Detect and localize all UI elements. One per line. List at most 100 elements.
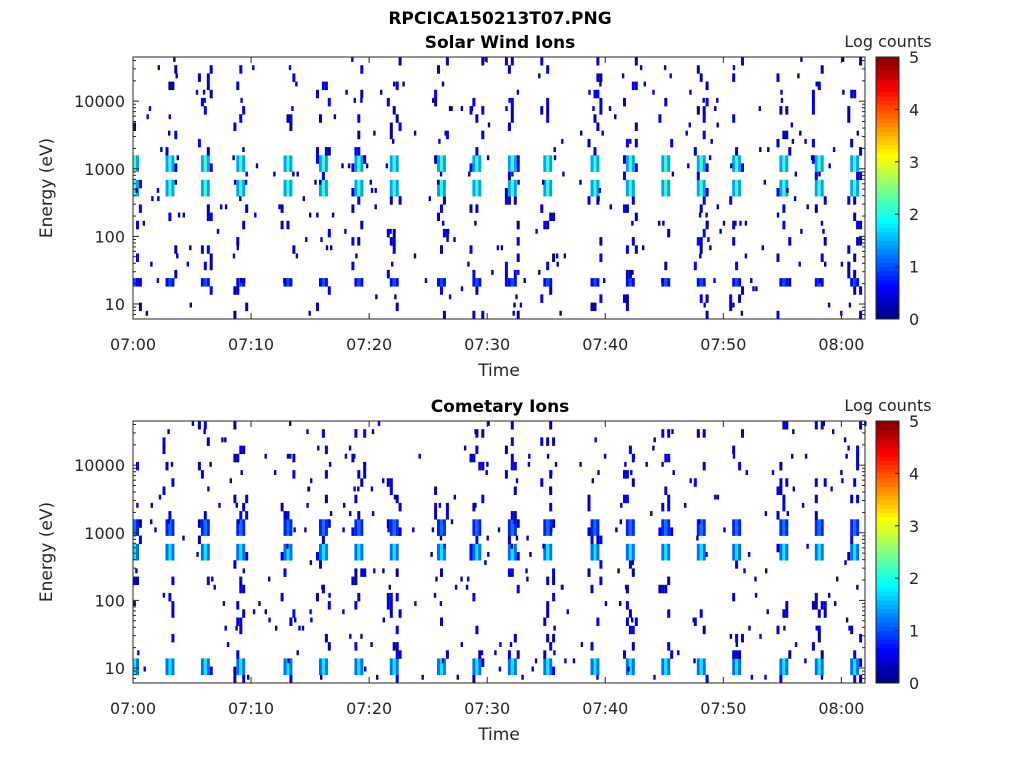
heatmap-cell bbox=[167, 429, 170, 435]
heatmap-cell bbox=[856, 543, 860, 553]
heatmap-cell bbox=[516, 519, 520, 528]
heatmap-cell bbox=[624, 584, 628, 590]
heatmap-cell bbox=[307, 486, 310, 492]
heatmap-cell bbox=[239, 155, 243, 164]
heatmap-cell bbox=[820, 527, 824, 536]
heatmap-cell bbox=[321, 81, 325, 91]
heatmap-cell bbox=[360, 666, 364, 676]
colorbar-swatch bbox=[876, 131, 899, 137]
heatmap-cell bbox=[392, 642, 396, 651]
heatmap-cell bbox=[850, 278, 854, 287]
heatmap-cell bbox=[200, 666, 204, 676]
heatmap-cell bbox=[133, 576, 136, 586]
heatmap-cell bbox=[386, 592, 390, 602]
heatmap-cell bbox=[456, 674, 459, 680]
heatmap-cell bbox=[738, 163, 742, 172]
colorbar-swatch bbox=[876, 292, 899, 298]
heatmap-cell bbox=[847, 445, 850, 451]
heatmap-cell bbox=[319, 552, 322, 561]
heatmap-cell bbox=[507, 650, 511, 659]
heatmap-cell bbox=[475, 155, 479, 164]
heatmap-cell bbox=[526, 535, 529, 541]
heatmap-cell bbox=[554, 461, 558, 467]
heatmap-cell bbox=[859, 658, 863, 667]
heatmap-cell bbox=[296, 171, 299, 177]
heatmap-cell bbox=[206, 576, 210, 586]
heatmap-cell bbox=[236, 278, 240, 287]
heatmap-cell bbox=[628, 155, 632, 164]
heatmap-cell bbox=[319, 179, 322, 185]
heatmap-cell bbox=[510, 527, 514, 536]
heatmap-cell bbox=[526, 576, 529, 582]
heatmap-cell bbox=[310, 617, 313, 623]
heatmap-cell bbox=[371, 429, 375, 435]
heatmap-cell bbox=[599, 237, 603, 246]
heatmap-cell bbox=[859, 171, 863, 181]
heatmap-cell bbox=[504, 278, 508, 287]
heatmap-cell bbox=[708, 155, 712, 161]
heatmap-cell bbox=[150, 519, 153, 525]
heatmap-cell bbox=[448, 106, 452, 111]
heatmap-cell bbox=[354, 494, 358, 504]
heatmap-cell bbox=[324, 81, 328, 91]
heatmap-cell bbox=[834, 601, 837, 606]
heatmap-cell bbox=[664, 188, 668, 197]
heatmap-cell bbox=[481, 658, 485, 667]
heatmap-cell bbox=[354, 552, 358, 561]
heatmap-cell bbox=[553, 147, 556, 152]
heatmap-cell bbox=[324, 543, 328, 553]
x-tick-label: 07:20 bbox=[346, 699, 392, 718]
heatmap-cell bbox=[174, 179, 177, 185]
colorbar-swatch bbox=[876, 643, 899, 649]
heatmap-cell bbox=[440, 552, 443, 561]
colorbar-swatch bbox=[876, 652, 899, 658]
heatmap-cell bbox=[549, 212, 553, 222]
heatmap-cell bbox=[200, 278, 204, 287]
heatmap-cell bbox=[165, 552, 169, 561]
heatmap-cell bbox=[474, 220, 477, 226]
heatmap-cell bbox=[286, 114, 290, 123]
heatmap-cell bbox=[274, 470, 277, 475]
colorbar-swatch bbox=[876, 179, 899, 185]
x-tick-label: 07:00 bbox=[110, 335, 156, 354]
colorbar-swatch bbox=[876, 297, 899, 303]
heatmap-cell bbox=[296, 650, 299, 656]
heatmap-cell bbox=[590, 155, 594, 164]
heatmap-cell bbox=[168, 130, 171, 136]
heatmap-cell bbox=[245, 552, 249, 561]
heatmap-cell bbox=[453, 237, 456, 242]
heatmap-cell bbox=[625, 601, 629, 610]
heatmap-cell bbox=[842, 89, 845, 95]
heatmap-cell bbox=[856, 584, 859, 590]
heatmap-cell bbox=[631, 155, 635, 164]
heatmap-cell bbox=[696, 527, 700, 536]
colorbar-swatch bbox=[876, 460, 899, 466]
heatmap-cell bbox=[136, 576, 139, 586]
colorbar-swatch bbox=[876, 512, 899, 518]
heatmap-cell bbox=[658, 584, 662, 594]
heatmap-cell bbox=[469, 163, 473, 172]
colorbar-swatch bbox=[876, 429, 899, 435]
heatmap-cell bbox=[472, 552, 476, 561]
heatmap-cell bbox=[133, 155, 136, 164]
heatmap-cell bbox=[168, 188, 172, 197]
colorbar-swatch bbox=[876, 586, 899, 592]
heatmap-cell bbox=[814, 494, 818, 504]
heatmap-cell bbox=[360, 478, 364, 487]
heatmap-cell bbox=[236, 543, 240, 553]
heatmap-cell bbox=[817, 179, 821, 189]
colorbar-swatch bbox=[876, 270, 899, 276]
heatmap-cell bbox=[811, 138, 815, 148]
heatmap-cell bbox=[658, 114, 662, 123]
heatmap-cell bbox=[780, 89, 783, 95]
heatmap-cell bbox=[203, 106, 207, 115]
heatmap-cell bbox=[513, 461, 517, 471]
colorbar-swatch bbox=[876, 477, 899, 483]
heatmap-cell bbox=[841, 478, 844, 484]
heatmap-cell bbox=[319, 666, 322, 676]
colorbar-swatch bbox=[876, 486, 899, 492]
heatmap-cell bbox=[206, 245, 210, 254]
heatmap-cell bbox=[593, 519, 597, 528]
heatmap-cell bbox=[363, 568, 367, 577]
heatmap-cell bbox=[696, 237, 700, 246]
